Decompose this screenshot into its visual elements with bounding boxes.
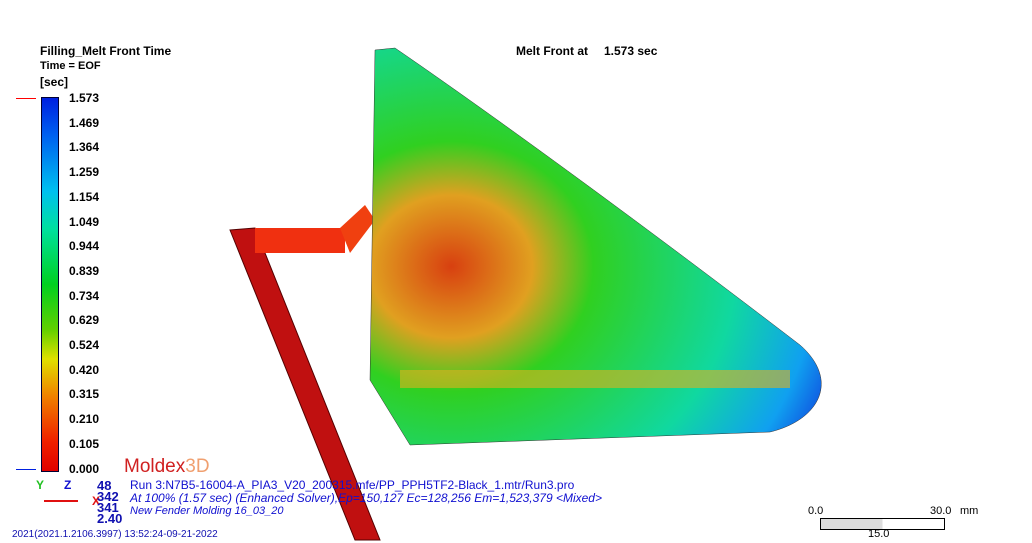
legend-tick: 0.629 <box>69 313 100 328</box>
runner-vertical <box>229 227 381 541</box>
solver-info: At 100% (1.57 sec) (Enhanced Solver),Ep=… <box>130 491 602 505</box>
scale-max: 30.0 <box>930 505 952 517</box>
run-file-info: Run 3:N7B5-16004-A_PIA3_V20_200315.mfe/P… <box>130 478 575 492</box>
version-timestamp: 2021(2021.1.2106.3997) 13:52:24-09-21-20… <box>12 529 218 540</box>
legend-tick: 0.420 <box>69 362 100 377</box>
legend-unit: [sec] <box>40 75 69 89</box>
runner-gate <box>340 205 375 253</box>
runner-horizontal <box>255 228 345 253</box>
scale-unit: mm <box>960 505 979 517</box>
legend-title: Filling_Melt Front Time <box>40 44 172 58</box>
part-melt-front <box>369 47 822 446</box>
legend-tick: 1.259 <box>69 165 100 180</box>
legend-tick: 0.210 <box>69 412 100 427</box>
legend-tick: 1.154 <box>69 189 100 204</box>
legend-tick: 0.734 <box>69 288 100 303</box>
color-legend-bar <box>41 97 59 472</box>
scale-bar <box>820 518 945 530</box>
legend-tick: 0.000 <box>69 461 100 476</box>
legend-tick: 0.839 <box>69 263 100 278</box>
project-name: New Fender Molding 16_03_20 <box>130 505 284 517</box>
legend-tick: 0.315 <box>69 387 100 402</box>
max-arrow-icon <box>16 98 36 99</box>
legend-tick: 1.573 <box>69 91 100 105</box>
legend-tick: 1.049 <box>69 214 100 229</box>
legend-tick: 0.524 <box>69 338 100 352</box>
stats-column: 48 342 341 2.40 <box>97 478 123 526</box>
legend-tick: 1.364 <box>69 140 100 155</box>
legend-tick: 1.469 <box>69 115 100 130</box>
legend-time: Time = EOF <box>40 60 101 72</box>
melt-front-label: Melt Front at <box>516 44 588 58</box>
legend-tick: 0.944 <box>69 239 100 254</box>
min-arrow-icon <box>16 469 36 470</box>
legend-tick: 0.105 <box>69 436 100 451</box>
melt-front-value: 1.573 sec <box>604 44 658 58</box>
part-rib <box>400 370 790 388</box>
axis-triad-icon: Y Z X <box>36 478 101 508</box>
scale-min: 0.0 <box>808 505 824 517</box>
moldex3d-logo: Moldex3D <box>124 456 210 477</box>
scale-mid: 15.0 <box>868 528 890 540</box>
